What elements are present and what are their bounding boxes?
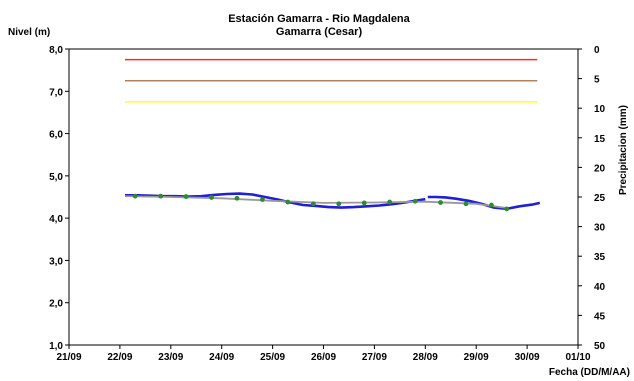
data-point bbox=[260, 197, 265, 202]
x-axis-label: Fecha (DD/M/AA) bbox=[549, 367, 630, 378]
data-point bbox=[438, 200, 443, 205]
data-point bbox=[183, 194, 189, 199]
y2-tick-label: 25 bbox=[594, 193, 606, 204]
x-tick-label: 01/10 bbox=[565, 352, 590, 363]
y2-tick-label: 50 bbox=[594, 341, 606, 352]
data-point bbox=[412, 198, 418, 204]
x-tick-label: 23/09 bbox=[158, 352, 183, 363]
y2-tick-label: 35 bbox=[594, 252, 606, 263]
x-tick-label: 30/09 bbox=[515, 352, 540, 363]
data-point bbox=[463, 201, 469, 207]
y-tick-label: 2,0 bbox=[49, 299, 63, 310]
y-tick-label: 8,0 bbox=[49, 45, 63, 56]
y2-tick-label: 45 bbox=[594, 311, 606, 322]
data-point bbox=[504, 206, 510, 212]
y2-tick-label: 5 bbox=[594, 75, 600, 86]
y2-tick-label: 0 bbox=[594, 45, 600, 56]
data-point bbox=[209, 195, 214, 200]
y2-tick-label: 40 bbox=[594, 282, 606, 293]
y2-tick-label: 20 bbox=[594, 163, 606, 174]
data-point bbox=[387, 199, 393, 205]
data-point bbox=[234, 195, 240, 201]
x-tick-label: 28/09 bbox=[413, 352, 438, 363]
data-point bbox=[285, 199, 291, 205]
x-tick-label: 25/09 bbox=[260, 352, 285, 363]
data-point bbox=[132, 193, 138, 199]
y-tick-label: 7,0 bbox=[49, 87, 63, 98]
x-tick-label: 22/09 bbox=[107, 352, 132, 363]
y2-tick-label: 10 bbox=[594, 104, 606, 115]
y-tick-label: 1,0 bbox=[49, 341, 63, 352]
y2-tick-label: 30 bbox=[594, 223, 606, 234]
plot-area: 1,0 2,0 3,0 4,0 5,0 6,0 7,0 8,0 0 5 10 15 20 25 30 35 40… bbox=[49, 45, 605, 363]
data-point bbox=[310, 201, 316, 207]
y-axis-label: Nivel (m) bbox=[8, 27, 50, 38]
y-tick-label: 5,0 bbox=[49, 172, 63, 183]
y-tick-label: 6,0 bbox=[49, 130, 63, 141]
data-point bbox=[336, 201, 342, 207]
chart-title: Estación Gamarra - Rio Magdalena bbox=[228, 13, 410, 25]
y-tick-label: 3,0 bbox=[49, 256, 63, 267]
y2-tick-label: 15 bbox=[594, 134, 606, 145]
y-tick-label: 4,0 bbox=[49, 214, 63, 225]
x-tick-label: 27/09 bbox=[362, 352, 387, 363]
x-tick-label: 24/09 bbox=[209, 352, 234, 363]
chart-subtitle: Gamarra (Cesar) bbox=[276, 26, 363, 38]
data-point bbox=[489, 202, 494, 208]
data-point bbox=[158, 193, 164, 199]
x-tick-label: 21/09 bbox=[56, 352, 81, 363]
x-tick-label: 26/09 bbox=[311, 352, 336, 363]
data-point bbox=[361, 200, 367, 206]
y2-axis-label: Precipitacion (mm) bbox=[618, 105, 629, 195]
x-tick-label: 29/09 bbox=[464, 352, 489, 363]
